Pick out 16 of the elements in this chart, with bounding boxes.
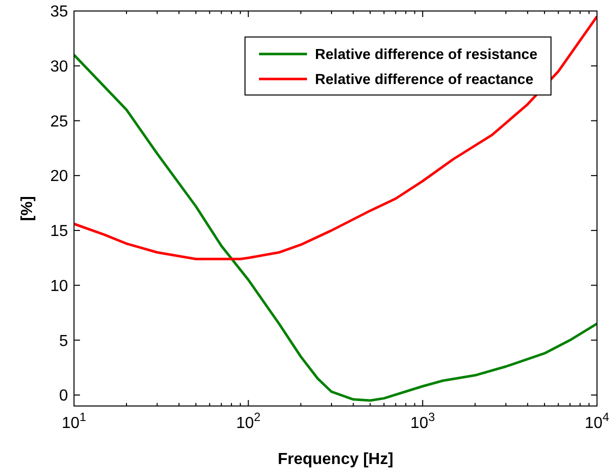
y-tick-label: 30 (50, 58, 68, 76)
y-tick-label: 10 (50, 278, 68, 295)
y-tick-label: 5 (59, 332, 68, 350)
legend-label: Relative difference of resistance (315, 47, 538, 64)
x-tick-label: 10$^{1}$ (62, 410, 87, 432)
y-axis-title: [%] (19, 196, 36, 221)
x-tick-label: 10$^{4}$ (584, 410, 610, 432)
x-axis-title: Frequency [Hz] (278, 451, 394, 468)
x-tick-label: 10$^{3}$ (410, 410, 436, 432)
y-tick-label: 20 (50, 168, 68, 186)
y-tick-label: 15 (50, 223, 68, 240)
y-tick-label: 0 (59, 388, 68, 405)
x-tick-label: 10$^{2}$ (236, 410, 261, 432)
legend-label: Relative difference of reactance (315, 72, 534, 88)
y-tick-label: 35 (50, 4, 68, 21)
y-tick-label: 25 (50, 113, 68, 130)
